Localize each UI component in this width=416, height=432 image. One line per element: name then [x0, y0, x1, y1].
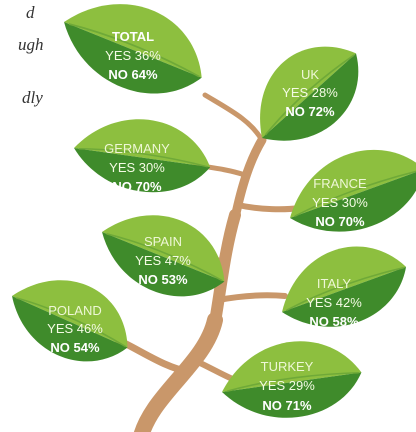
side-text: dly	[22, 88, 43, 107]
leaf-name: TURKEY	[261, 359, 314, 374]
leaf-no: NO 64%	[108, 67, 158, 82]
leaf-name: POLAND	[48, 303, 101, 318]
leaf-name: FRANCE	[313, 176, 367, 191]
leaf-no: NO 58%	[309, 314, 359, 329]
leaf-name: GERMANY	[104, 141, 170, 156]
side-text: d	[26, 3, 35, 22]
leaf-yes: YES 42%	[306, 295, 362, 310]
leaf: ITALY YES 42% NO 58%	[268, 229, 416, 345]
leaf-no: NO 70%	[315, 214, 365, 229]
leaf-yes: YES 29%	[259, 378, 315, 393]
leaf-no: NO 70%	[112, 179, 162, 194]
leaf: POLAND YES 46% NO 54%	[0, 259, 144, 380]
leaf: GERMANY YES 30% NO 70%	[69, 110, 215, 200]
leaf-yes: YES 36%	[105, 48, 161, 63]
leaf: TOTAL YES 36% NO 64%	[49, 0, 218, 114]
leaf-yes: YES 30%	[109, 160, 165, 175]
leaf-yes: YES 46%	[47, 321, 103, 336]
leaf-no: NO 53%	[138, 272, 188, 287]
leaf-no: NO 72%	[285, 104, 335, 119]
leaf-name: SPAIN	[144, 234, 182, 249]
infographic: d ugh dly TOTAL YES 36% NO 64% UK YES 28…	[0, 0, 416, 432]
side-text: ugh	[18, 35, 44, 54]
leaf-no: NO 54%	[50, 340, 100, 355]
leaf-yes: YES 30%	[312, 195, 368, 210]
leaf: FRANCE YES 30% NO 70%	[276, 131, 416, 251]
leaf-no: NO 71%	[262, 398, 312, 413]
leaf-yes: YES 28%	[282, 85, 338, 100]
leaf: TURKEY YES 29% NO 71%	[216, 333, 366, 427]
leaf-name: TOTAL	[112, 29, 154, 44]
leaf-name: UK	[301, 67, 319, 82]
leaf-yes: YES 47%	[135, 253, 191, 268]
leaf-name: ITALY	[317, 276, 352, 291]
